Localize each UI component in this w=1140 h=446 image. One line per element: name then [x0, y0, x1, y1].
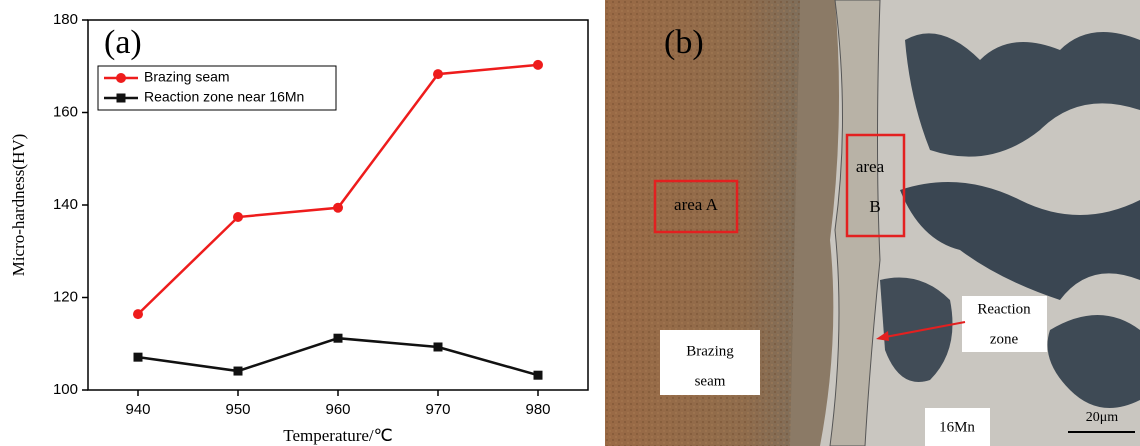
x-tick-label: 960	[325, 401, 350, 418]
legend-label: Brazing seam	[144, 69, 230, 85]
data-point	[534, 371, 543, 380]
region-label: area A	[674, 195, 719, 214]
panel-label: (a)	[104, 24, 142, 61]
data-point	[433, 69, 443, 79]
data-point	[434, 342, 443, 351]
data-point	[533, 60, 543, 70]
legend-label: Reaction zone near 16Mn	[144, 89, 304, 105]
x-tick-label: 980	[525, 401, 550, 418]
y-axis-label: Micro-hardness(HV)	[9, 134, 28, 277]
data-point	[134, 353, 143, 362]
panel-label: (b)	[664, 24, 704, 61]
region-label: area	[856, 157, 885, 176]
x-tick-label: 950	[225, 401, 250, 418]
legend-marker	[117, 94, 126, 103]
series-line	[138, 338, 538, 375]
scale-label: 20μm	[1086, 410, 1119, 425]
micrograph: (b) area A area B Reaction zone Brazing …	[605, 0, 1140, 446]
data-point	[334, 334, 343, 343]
legend-marker	[116, 73, 126, 83]
chart: (a) Temperature/℃ Micro-hardness(HV) 100…	[9, 11, 588, 445]
y-tick-label: 120	[53, 288, 78, 305]
region-label: Brazing	[686, 343, 734, 359]
region-label: 16Mn	[939, 419, 975, 435]
y-tick-label: 160	[53, 103, 78, 120]
data-point	[234, 367, 243, 376]
x-tick-label: 970	[425, 401, 450, 418]
x-tick-label: 940	[125, 401, 150, 418]
region-label: Reaction	[977, 301, 1031, 317]
region-label: zone	[990, 331, 1019, 347]
y-tick-label: 140	[53, 196, 78, 213]
y-tick-label: 100	[53, 381, 78, 398]
x-axis-label: Temperature/℃	[283, 426, 392, 445]
data-point	[333, 203, 343, 213]
region-label: B	[869, 197, 880, 216]
y-tick-label: 180	[53, 11, 78, 28]
figure: (b) area A area B Reaction zone Brazing …	[0, 0, 1140, 446]
region-label: seam	[695, 373, 726, 389]
data-point	[133, 309, 143, 319]
data-point	[233, 212, 243, 222]
